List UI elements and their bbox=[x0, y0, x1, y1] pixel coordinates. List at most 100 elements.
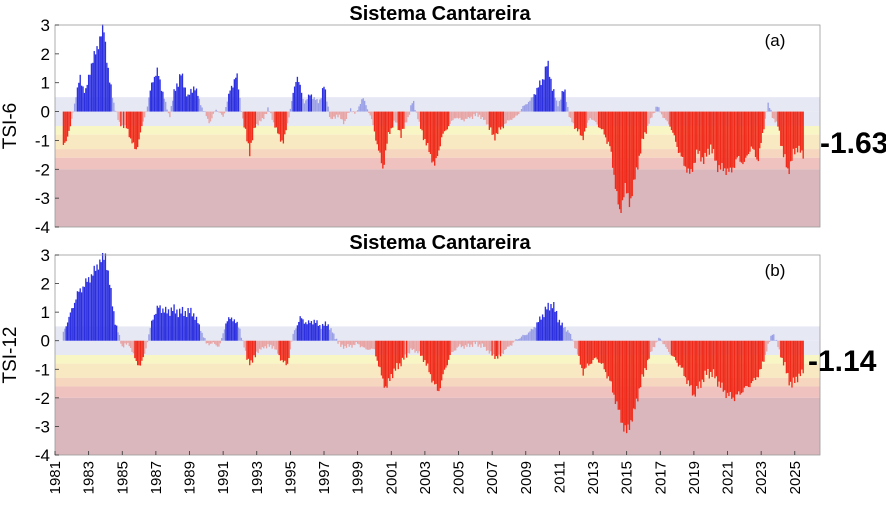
bar-b-342 bbox=[541, 314, 544, 341]
bar-b-374 bbox=[586, 340, 589, 364]
bar-a-419 bbox=[649, 111, 652, 119]
bar-a-432 bbox=[668, 111, 670, 125]
bar-a-85 bbox=[181, 73, 184, 112]
bar-a-86 bbox=[183, 87, 185, 112]
bar-b-338 bbox=[536, 322, 538, 341]
bar-a-173 bbox=[305, 100, 307, 112]
bar-a-363 bbox=[571, 111, 573, 123]
bar-b-275 bbox=[448, 340, 450, 360]
bar-b-90 bbox=[188, 313, 191, 341]
bar-a-368 bbox=[578, 111, 580, 130]
bar-b-211 bbox=[358, 340, 360, 345]
bar-a-281 bbox=[456, 111, 458, 118]
y-ticks-b: -4 -3 -2 -1 0 1 2 3 bbox=[35, 246, 59, 465]
bar-a-113 bbox=[221, 111, 223, 115]
bar-b-447 bbox=[689, 340, 691, 387]
bar-a-403 bbox=[627, 111, 629, 194]
bar-b-114 bbox=[222, 333, 224, 341]
bar-b-507 bbox=[773, 334, 775, 341]
bar-a-452 bbox=[696, 111, 698, 150]
bar-b-421 bbox=[652, 340, 654, 347]
bar-b-410 bbox=[637, 340, 639, 402]
bar-b-406 bbox=[631, 340, 633, 422]
bar-b-502 bbox=[766, 340, 768, 352]
bar-b-503 bbox=[767, 340, 769, 344]
bar-a-145 bbox=[265, 111, 268, 115]
bar-b-187 bbox=[324, 321, 327, 341]
bar-a-60 bbox=[146, 106, 149, 112]
bar-a-422 bbox=[654, 111, 656, 113]
bar-a-506 bbox=[771, 111, 774, 119]
bar-b-475 bbox=[728, 340, 730, 397]
bar-a-491 bbox=[750, 111, 753, 147]
bar-a-425 bbox=[658, 107, 660, 112]
bar-a-524 bbox=[796, 111, 799, 153]
bar-b-253 bbox=[417, 340, 419, 354]
bar-b-215 bbox=[363, 340, 366, 348]
bar-a-303 bbox=[487, 111, 489, 125]
bar-a-185 bbox=[321, 88, 324, 112]
bar-b-474 bbox=[726, 340, 729, 393]
bar-a-380 bbox=[595, 111, 597, 123]
bar-a-398 bbox=[620, 111, 622, 213]
bar-a-495 bbox=[756, 111, 758, 160]
bar-b-97 bbox=[198, 324, 200, 341]
bar-b-460 bbox=[707, 340, 709, 370]
bar-b-69 bbox=[159, 305, 161, 341]
bar-a-35 bbox=[111, 97, 114, 112]
bar-a-424 bbox=[656, 106, 659, 112]
bar-b-318 bbox=[508, 340, 510, 347]
bar-b-43 bbox=[122, 340, 125, 348]
x-tick-label-2: 1985 bbox=[114, 461, 131, 494]
bar-a-56 bbox=[141, 111, 143, 127]
bar-b-210 bbox=[356, 340, 359, 344]
bar-a-351 bbox=[554, 97, 556, 112]
x-tick-label-3: 1987 bbox=[148, 461, 165, 494]
bar-b-21 bbox=[92, 275, 94, 341]
bar-b-455 bbox=[700, 340, 702, 388]
bar-b-449 bbox=[691, 340, 694, 396]
bar-b-290 bbox=[469, 340, 471, 348]
bar-a-399 bbox=[621, 111, 624, 201]
bar-a-157 bbox=[282, 111, 285, 144]
bar-a-311 bbox=[498, 111, 500, 128]
bar-b-240 bbox=[399, 340, 401, 364]
bar-a-42 bbox=[121, 111, 123, 126]
bar-b-136 bbox=[253, 340, 255, 356]
bar-b-218 bbox=[368, 340, 370, 350]
bar-b-481 bbox=[736, 340, 739, 395]
bar-b-45 bbox=[125, 340, 128, 345]
bar-a-405 bbox=[630, 111, 632, 199]
bar-b-401 bbox=[624, 340, 626, 426]
bar-b-17 bbox=[86, 281, 88, 341]
bar-a-225 bbox=[377, 111, 380, 151]
bar-b-487 bbox=[745, 340, 747, 387]
bar-b-6 bbox=[71, 308, 73, 341]
x-tick-label-1: 1983 bbox=[81, 461, 98, 494]
bar-b-426 bbox=[659, 338, 661, 341]
bar-b-212 bbox=[359, 340, 362, 348]
bar-a-439 bbox=[677, 111, 680, 153]
bar-b-121 bbox=[232, 321, 234, 341]
bar-b-454 bbox=[698, 340, 701, 382]
bar-b-246 bbox=[407, 340, 409, 354]
bar-b-166 bbox=[295, 328, 297, 341]
bar-b-95 bbox=[195, 316, 198, 341]
bar-a-121 bbox=[232, 87, 234, 112]
bar-b-142 bbox=[261, 340, 264, 348]
bar-a-213 bbox=[361, 99, 363, 112]
x-tick-label-21: 2023 bbox=[753, 461, 770, 494]
bar-b-296 bbox=[477, 340, 479, 347]
bar-b-198 bbox=[340, 340, 342, 347]
bar-b-418 bbox=[648, 340, 650, 359]
bar-a-395 bbox=[616, 111, 618, 192]
bar-b-118 bbox=[228, 317, 230, 341]
bar-b-213 bbox=[361, 340, 363, 347]
bar-a-238 bbox=[396, 111, 398, 123]
bar-b-22 bbox=[93, 265, 95, 341]
bar-a-428 bbox=[662, 111, 664, 118]
bar-a-106 bbox=[211, 111, 213, 119]
bar-b-293 bbox=[473, 340, 475, 343]
bar-b-371 bbox=[582, 340, 584, 376]
bar-a-247 bbox=[408, 111, 411, 115]
